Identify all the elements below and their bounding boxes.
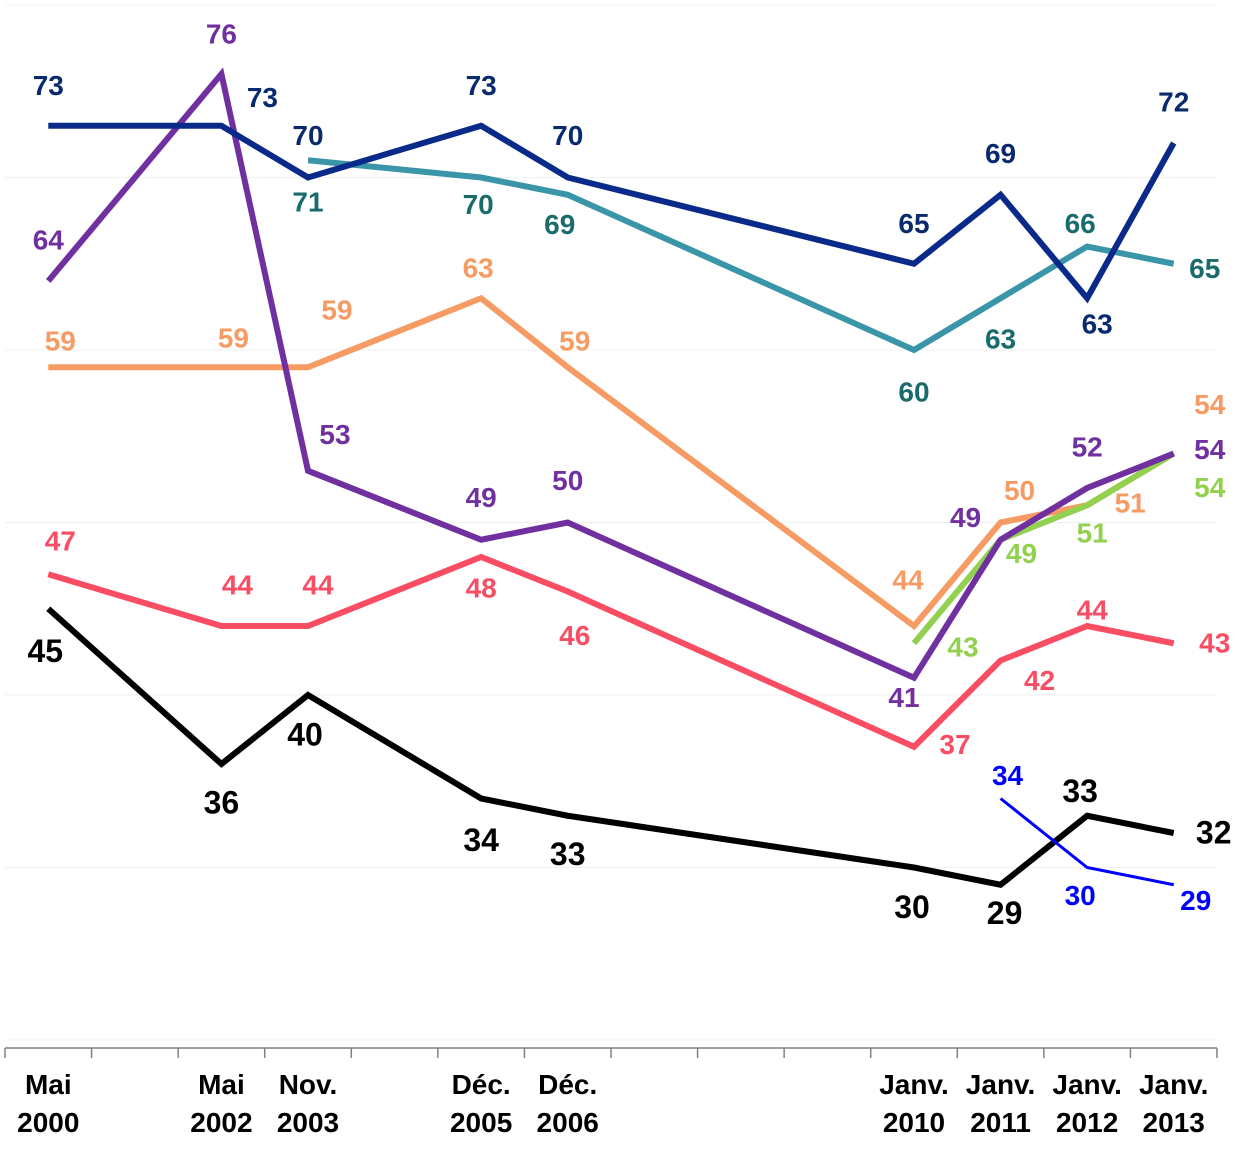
data-label: 40 [287, 716, 323, 752]
data-label: 44 [1077, 594, 1109, 625]
data-label: 36 [204, 784, 240, 820]
data-label: 49 [950, 502, 981, 533]
x-tick-label: Déc. 2005 [449, 1069, 513, 1138]
series-line [911, 450, 1176, 646]
x-tick-label: Janv. 2012 [1052, 1069, 1122, 1138]
data-label: 72 [1158, 86, 1189, 117]
data-label: 41 [888, 682, 919, 713]
data-label: 54 [1194, 472, 1226, 503]
data-label: 50 [552, 465, 583, 496]
data-label: 63 [463, 253, 494, 284]
data-label: 29 [1180, 885, 1211, 916]
data-label: 59 [559, 326, 590, 357]
data-label: 63 [1082, 309, 1113, 340]
data-label: 44 [222, 569, 254, 600]
data-label: 33 [550, 836, 586, 872]
data-label: 65 [898, 208, 929, 239]
data-label: 63 [985, 324, 1016, 355]
x-tick-label: Nov. 2003 [276, 1069, 340, 1138]
data-label: 54 [1194, 389, 1226, 420]
data-label: 69 [985, 138, 1016, 169]
data-label: 73 [247, 82, 278, 113]
data-label: 30 [1065, 880, 1096, 911]
data-label: 59 [45, 326, 76, 357]
data-label: 73 [466, 70, 497, 101]
data-label: 47 [45, 526, 76, 557]
series-line [999, 797, 1175, 887]
data-label: 48 [466, 572, 497, 603]
x-tick-label: Mai 2002 [190, 1069, 253, 1138]
data-label: 34 [463, 822, 499, 858]
x-tick-label: Janv. 2011 [965, 1069, 1036, 1138]
data-label: 33 [1062, 773, 1098, 809]
data-label: 49 [1006, 538, 1037, 569]
data-label: 54 [1194, 434, 1226, 465]
data-label: 70 [552, 120, 583, 151]
data-label: 43 [947, 632, 978, 663]
series-line [48, 294, 1176, 631]
data-label: 76 [206, 18, 237, 49]
data-label: 70 [292, 120, 323, 151]
data-label: 50 [1004, 475, 1035, 506]
data-label: 44 [892, 564, 924, 595]
series-line [47, 553, 1175, 751]
data-label: 32 [1196, 814, 1232, 850]
data-label: 43 [1199, 628, 1230, 659]
data-label: 70 [463, 189, 494, 220]
data-label: 69 [544, 209, 575, 240]
data-label: 42 [1024, 665, 1055, 696]
data-label: 52 [1072, 431, 1103, 462]
data-label: 30 [894, 889, 930, 925]
data-label: 51 [1077, 518, 1108, 549]
x-tick-label: Janv. 2013 [1138, 1069, 1209, 1138]
data-label: 44 [302, 569, 334, 600]
data-label: 45 [27, 633, 63, 669]
data-label: 46 [559, 620, 590, 651]
data-label: 66 [1065, 208, 1096, 239]
data-label: 59 [218, 323, 249, 354]
data-label: 73 [33, 70, 64, 101]
series-line [307, 157, 1175, 354]
data-label: 65 [1189, 253, 1220, 284]
data-label: 49 [466, 482, 497, 513]
x-tick-label: Mai 2000 [17, 1069, 80, 1138]
data-label: 53 [319, 419, 350, 450]
series-line [46, 606, 1175, 888]
data-label: 34 [992, 760, 1024, 791]
data-label: 59 [321, 295, 352, 326]
data-label: 51 [1115, 488, 1146, 519]
data-label: 29 [987, 895, 1023, 931]
x-tick-label: Janv. 2010 [879, 1069, 949, 1138]
x-tick-label: Déc. 2006 [536, 1069, 599, 1138]
data-label: 60 [898, 376, 929, 407]
data-label: 37 [939, 729, 970, 760]
data-label: 71 [292, 187, 323, 218]
data-label: 64 [33, 224, 65, 255]
series-line [48, 122, 1177, 304]
series-line [45, 67, 1175, 682]
